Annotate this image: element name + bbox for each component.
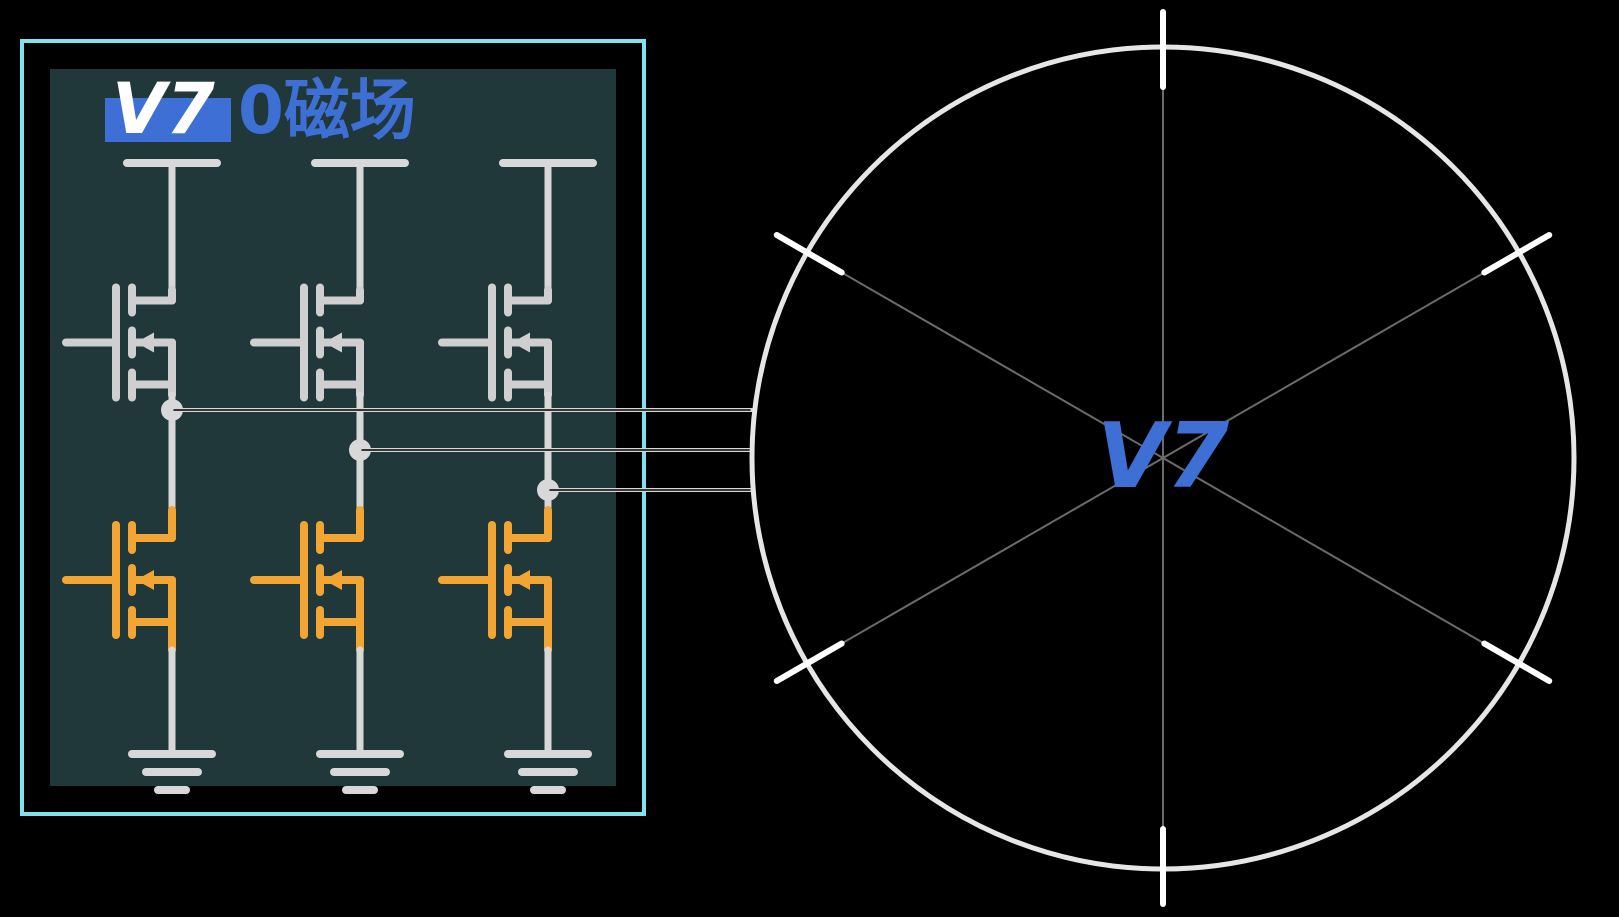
low-side-transistor-icon: [250, 506, 364, 654]
body-arrow: [136, 570, 154, 590]
low-side-transistor-icon: [62, 506, 176, 654]
phase-connections: [170, 408, 754, 492]
panel-border: [20, 39, 646, 816]
inverter-panel: [20, 39, 646, 816]
body-arrow: [324, 332, 342, 353]
body-arrow: [512, 332, 530, 353]
panel-fill: [50, 69, 616, 786]
axis-tick: [1481, 640, 1553, 684]
axis-spoke: [806, 251, 1520, 665]
high-side-transistor-icon: [438, 283, 552, 402]
phase-leg: [438, 159, 597, 794]
center-label: V7: [1097, 404, 1230, 509]
ground-icon: [316, 750, 404, 794]
ground-icon: [504, 750, 592, 794]
phase-legs: [62, 159, 597, 794]
axis-tick: [1481, 232, 1553, 276]
axis-tick: [773, 640, 845, 684]
body-arrow: [324, 570, 342, 590]
body-arrow: [136, 332, 154, 353]
vector-badge: V7: [112, 68, 215, 150]
title-text: 0磁场: [238, 72, 416, 149]
high-side-transistor-icon: [62, 283, 176, 402]
ground-icon: [128, 750, 216, 794]
body-arrow: [512, 570, 530, 590]
axis-tick: [773, 232, 845, 276]
motor-vector-diagram: [749, 9, 1577, 907]
phase-leg: [250, 159, 409, 794]
low-side-transistor-icon: [438, 506, 552, 654]
vector-badge-bg: [105, 98, 231, 142]
high-side-transistor-icon: [250, 283, 364, 402]
title: V7 0磁场: [105, 68, 416, 150]
